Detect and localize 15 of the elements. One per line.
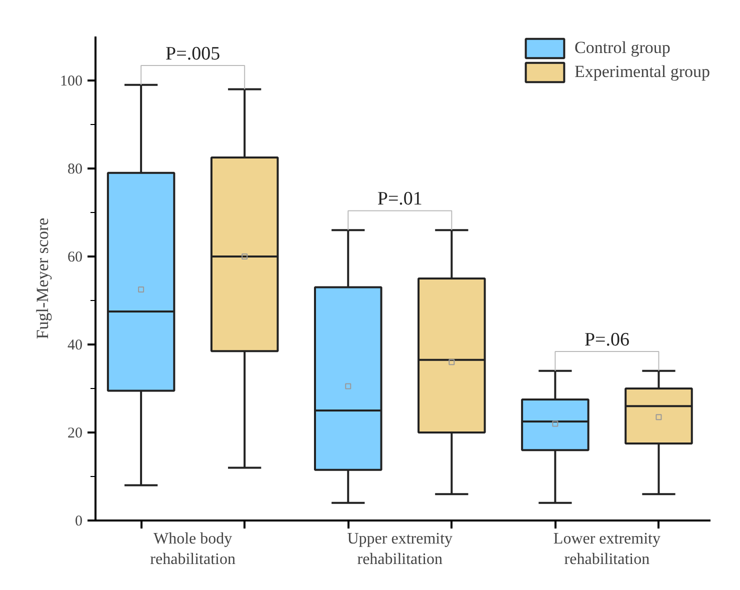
x-tick-label: Lower extremity rehabilitation: [553, 530, 661, 568]
y-tick-label: 60: [68, 250, 82, 266]
y-tick-label: 0: [75, 514, 82, 530]
y-tick-label: 40: [68, 338, 82, 354]
x-tick-label: Upper extremity rehabilitation: [347, 530, 453, 568]
legend-label: Control group: [574, 38, 670, 58]
y-tick-label: 20: [68, 426, 82, 442]
annotation: P=.06: [584, 330, 630, 351]
annotation: P=.01: [377, 188, 422, 210]
annotation: P=.005: [166, 44, 220, 65]
y-tick-label: 80: [68, 162, 82, 178]
y-axis-title: Fugl-Meyer score: [33, 218, 52, 340]
legend-label: Experimental group: [574, 62, 710, 82]
x-tick-label: Whole body rehabilitation: [150, 530, 236, 568]
y-tick-label: 100: [60, 74, 82, 90]
